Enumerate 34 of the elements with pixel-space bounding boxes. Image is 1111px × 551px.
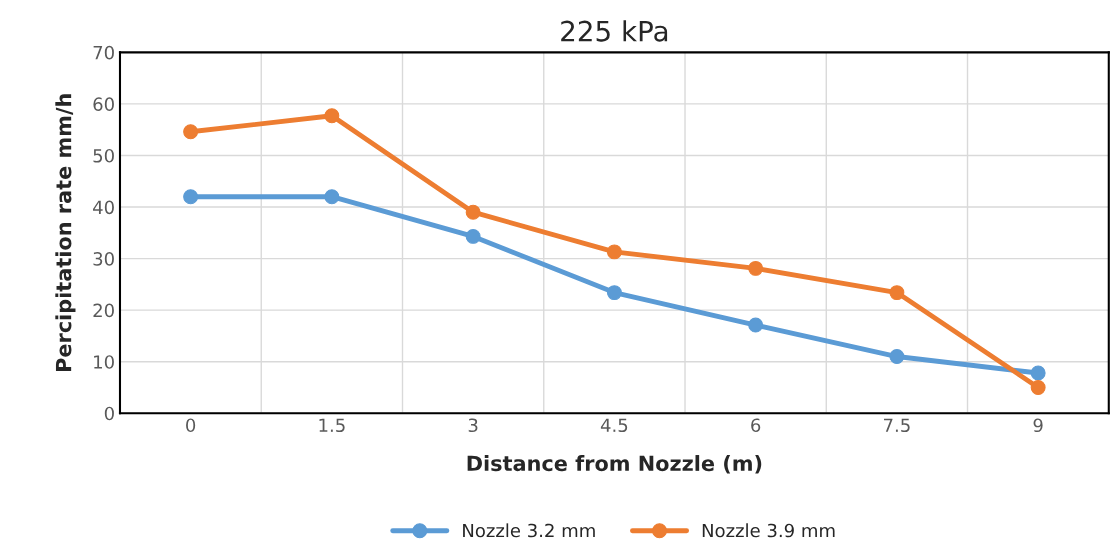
x-tick-label: 3 — [468, 418, 478, 433]
point — [465, 204, 481, 220]
x-tick-label: 1.5 — [319, 418, 345, 433]
point — [889, 349, 905, 364]
point — [183, 189, 199, 205]
y-tick-label: 70 — [93, 45, 114, 60]
point — [606, 244, 622, 260]
point — [324, 189, 340, 205]
y-axis-title: Percipitation rate mm/h — [55, 94, 76, 372]
point — [324, 108, 340, 124]
point — [889, 285, 905, 301]
y-tick-label: 40 — [93, 200, 114, 215]
x-tick-label: 4.5 — [600, 418, 628, 433]
point — [1030, 380, 1046, 395]
point — [183, 124, 199, 140]
x-tick-label: 0 — [186, 418, 196, 433]
y-tick-label: 20 — [93, 303, 114, 318]
y-tick-label: 60 — [93, 97, 114, 112]
x-axis-title: Distance from Nozzle (m) — [467, 455, 762, 474]
x-tick-label: 9 — [1033, 418, 1043, 433]
x-tick-label: 7.5 — [884, 418, 910, 433]
point — [748, 260, 764, 276]
chart-title: 225 kPa — [561, 20, 668, 42]
point — [606, 285, 622, 301]
point — [465, 228, 481, 244]
y-tick-label: 0 — [104, 406, 114, 421]
y-tick-label: 30 — [93, 252, 114, 266]
point — [1030, 365, 1046, 381]
y-tick-label: 50 — [93, 148, 114, 163]
y-tick-label: 10 — [94, 355, 114, 369]
legend-label: Nozzle 3.9 mm — [702, 523, 835, 538]
legend-label: Nozzle 3.2 mm — [463, 523, 595, 538]
point — [748, 317, 764, 333]
x-tick-label: 6 — [751, 418, 761, 433]
